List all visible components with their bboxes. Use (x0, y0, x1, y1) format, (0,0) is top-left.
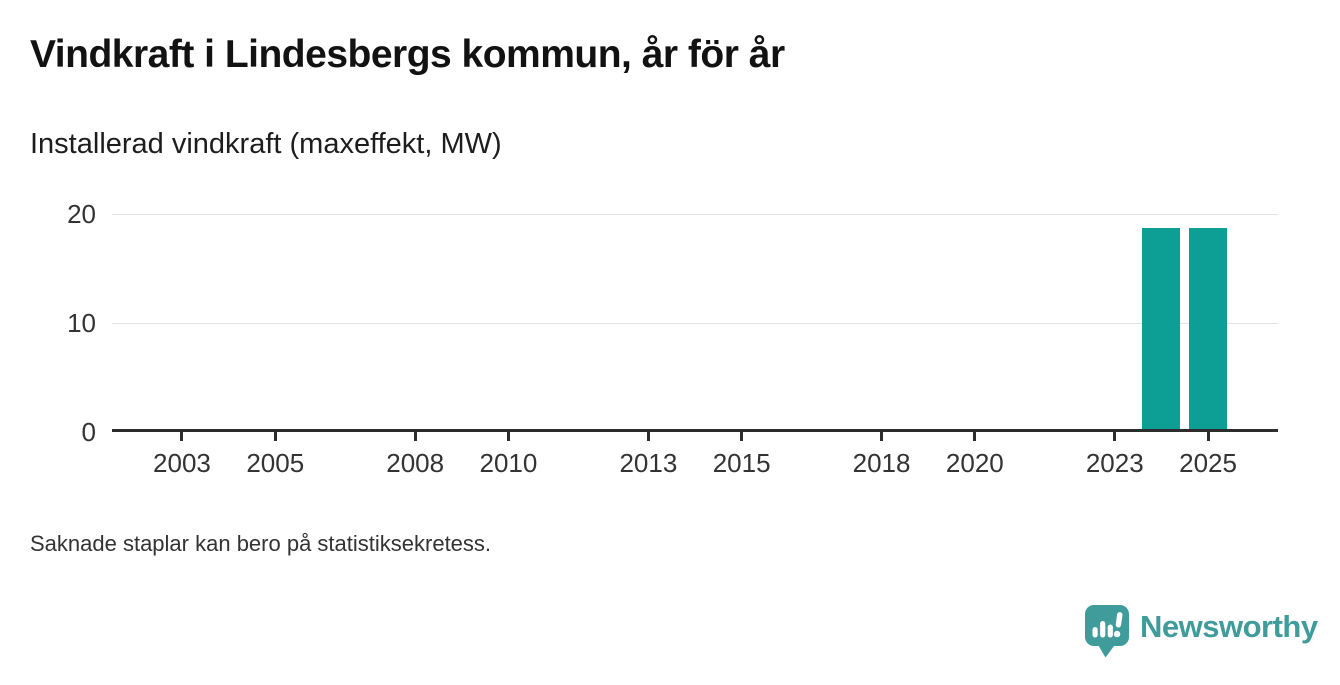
x-tick-label-2003: 2003 (153, 448, 211, 478)
bar-2025 (1189, 228, 1228, 432)
x-tick-mark-2005 (273, 432, 277, 441)
x-tick-mark-2010 (506, 432, 510, 441)
x-tick-label-2023: 2023 (1085, 448, 1144, 478)
x-tick-mark-2003 (180, 432, 184, 441)
x-tick-label-2010: 2010 (479, 448, 538, 478)
x-tick-mark-2008 (413, 432, 417, 441)
footnote: Saknade staplar kan bero på statistiksek… (30, 531, 492, 556)
x-tick-mark-2025 (1206, 432, 1210, 441)
y-tick-label: 0 (81, 417, 96, 447)
x-tick-mark-2023 (1113, 432, 1117, 441)
y-tick-label: 20 (67, 199, 96, 229)
gridline-y-10 (112, 323, 1278, 324)
brand-name: Newsworthy (1140, 608, 1318, 644)
x-tick-label-2005: 2005 (246, 448, 305, 478)
x-tick-mark-2020 (973, 432, 977, 441)
y-tick-label: 10 (67, 308, 96, 338)
chart-title: Vindkraft i Lindesbergs kommun, år för å… (30, 33, 785, 76)
x-tick-mark-2018 (880, 432, 884, 441)
x-tick-label-2008: 2008 (386, 448, 445, 478)
gridline-y-20 (112, 214, 1278, 215)
x-tick-mark-2013 (646, 432, 650, 441)
bar-chart-speech-bubble-icon (1085, 605, 1129, 658)
x-tick-label-2015: 2015 (712, 448, 771, 478)
chart-subtitle: Installerad vindkraft (maxeffekt, MW) (30, 128, 502, 160)
x-tick-label-2025: 2025 (1179, 448, 1237, 478)
x-tick-mark-2015 (740, 432, 744, 441)
bar-2024 (1142, 228, 1181, 432)
x-tick-label-2013: 2013 (619, 448, 678, 478)
x-tick-label-2018: 2018 (852, 448, 911, 478)
x-tick-label-2020: 2020 (945, 448, 1004, 478)
x-axis-line (112, 429, 1278, 432)
newsworthy-brand: Newsworthy (1084, 604, 1318, 659)
plot-area: 2003 2005 2008 2010 2013 2015 2018 2020 2023 2025 (112, 214, 1278, 478)
